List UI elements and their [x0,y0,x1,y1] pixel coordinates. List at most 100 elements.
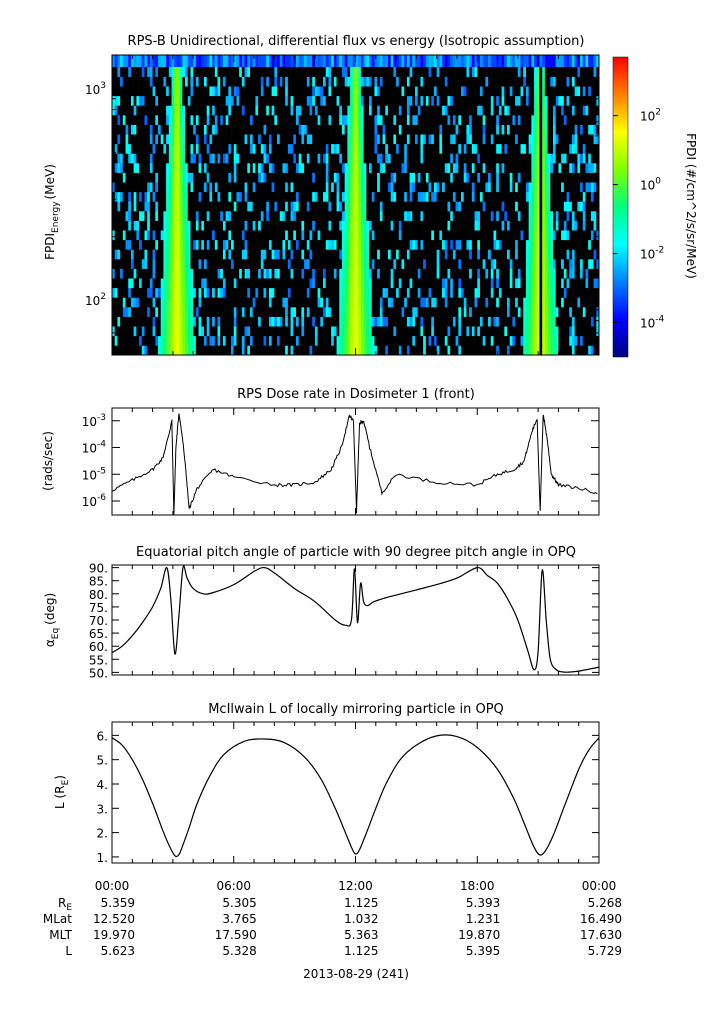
spectrogram-cell [125,105,129,116]
spectrogram-cell [477,143,481,154]
spectrogram-cell [195,326,199,337]
spectrogram-cell [447,124,451,135]
spectrogram-cell [163,211,167,221]
spectrogram-cell [168,249,172,260]
spectrogram-cell [444,230,448,241]
spectrogram-cell [187,297,191,308]
spectrogram-cell [231,95,235,106]
spectrogram-cell [347,115,351,125]
spectrogram-cell [279,163,283,173]
spectrogram-cell [485,239,489,250]
spectrogram-cell [179,239,183,250]
spectrogram-cell [431,115,435,125]
spectrogram-cell [347,297,351,308]
spectrogram-cell [490,124,494,135]
spectrogram-cell [157,134,161,145]
spectrogram-cell [442,163,446,173]
spectrogram-cell [393,249,397,260]
spectrogram-cell [363,239,367,250]
spectrogram-cell [566,153,570,164]
spectrogram-cell [314,316,318,327]
spectrogram-cell [585,249,589,260]
spectrogram-cell [571,191,575,202]
spectrogram-cell [379,307,383,317]
spectrogram-cell [203,153,207,164]
spectrogram-cell [166,287,170,298]
spectrogram-cell [377,134,381,145]
spectrogram-cell [339,230,343,241]
spectrogram-cell [385,143,389,154]
spectrogram-cell [220,249,224,260]
spectrogram-cell [274,259,278,269]
spectrogram-cell [488,163,492,173]
spectrogram-cell [412,326,416,337]
spectrogram-cell [593,220,597,231]
spectrogram-cell [393,307,397,317]
spectrogram-cell [336,230,340,241]
spectrogram-cell [525,211,529,221]
spectrogram-cell [447,278,451,289]
spectrogram-cell [374,259,378,269]
spectrogram-cell [534,249,538,260]
spectrogram-cell [520,249,524,260]
spectrogram-cell [298,211,302,221]
spectrogram-cell [136,153,140,164]
spectrogram-cell [152,297,156,308]
spectrogram-cell [371,307,375,317]
spectrogram-cell [209,220,213,231]
spectrogram-cell [160,105,164,116]
spectrogram-cell [417,230,421,241]
spectrogram-cell [252,230,256,241]
spectrogram-cell [222,211,226,221]
spectrogram-cell [122,278,126,289]
spectrogram-cell [193,55,197,67]
spectrogram-cell [201,172,205,183]
spectrogram-cell [412,182,416,193]
spectrogram-cell [163,163,167,173]
spectrogram-cell [201,153,205,164]
spectrogram-cell [466,191,470,202]
spectrogram-cell [507,124,511,135]
spectrogram-cell [387,259,391,269]
spectrogram-cell [274,220,278,231]
spectrogram-cell [187,230,191,241]
spectrogram-cell [474,268,478,279]
spectrogram-cell [139,134,143,145]
spectrogram-cell [212,105,216,116]
spectrogram-cell [596,239,600,250]
spectrogram-cell [241,239,245,250]
spectrogram-cell [285,220,289,231]
spectrogram-cell [415,307,419,317]
spectrogram-cell [536,307,540,317]
spectrogram-cell [166,115,170,125]
spectrogram-cell [312,278,316,289]
spectrogram-cell [141,316,145,327]
spectrogram-cell [130,316,134,327]
spectrogram-cell [479,268,483,279]
spectrogram-cell [417,287,421,298]
spectrogram-cell [593,211,597,221]
spectrogram-cell [393,239,397,250]
spectrogram-cell [304,182,308,193]
spectrogram-cell [585,278,589,289]
spectrogram-cell [304,105,308,116]
spectrogram-cell [580,143,584,154]
spectrogram-cell [195,316,199,327]
spectrogram-cell [179,220,183,231]
spectrogram-cell [512,172,516,183]
spectrogram-cell [168,182,172,193]
spectrogram-cell [317,95,321,106]
spectrogram-cell [515,124,519,135]
spectrogram-cell [231,287,235,298]
spectrogram-cell [336,115,340,125]
spectrogram-cell [247,287,251,298]
spectrogram-cell [463,230,467,241]
spectrogram-cell [590,220,594,231]
spectrogram-cell [539,220,543,231]
spectrogram-cell [314,191,318,202]
spectrogram-cell [328,249,332,260]
spectrogram-cell [274,307,278,317]
spectrogram-cell [198,297,202,308]
spectrogram-cell [477,115,481,125]
spectrogram-cell [458,326,462,337]
